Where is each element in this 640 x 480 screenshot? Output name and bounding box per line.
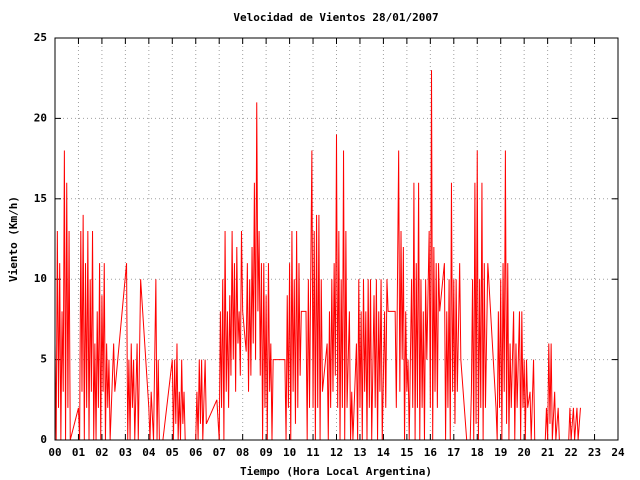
x-tick-label: 10	[283, 446, 296, 459]
x-tick-label: 21	[541, 446, 555, 459]
x-tick-label: 08	[236, 446, 249, 459]
x-tick-label: 22	[564, 446, 577, 459]
x-tick-label: 18	[471, 446, 484, 459]
x-tick-label: 03	[119, 446, 132, 459]
y-tick-label: 15	[34, 192, 47, 205]
x-tick-label: 23	[588, 446, 601, 459]
y-tick-label: 10	[34, 272, 47, 285]
x-tick-label: 20	[518, 446, 531, 459]
x-tick-label: 07	[213, 446, 226, 459]
x-tick-label: 00	[48, 446, 61, 459]
x-tick-label: 11	[306, 446, 320, 459]
x-tick-label: 14	[377, 446, 391, 459]
y-tick-label: 25	[34, 31, 47, 44]
x-tick-label: 16	[424, 446, 438, 459]
x-tick-label: 12	[330, 446, 343, 459]
x-tick-label: 04	[142, 446, 156, 459]
x-tick-label: 24	[611, 446, 625, 459]
chart-title: Velocidad de Vientos 28/01/2007	[233, 11, 438, 24]
x-tick-label: 17	[447, 446, 460, 459]
x-tick-label: 02	[95, 446, 108, 459]
x-tick-label: 09	[260, 446, 273, 459]
wind-line	[54, 70, 581, 441]
plot-border	[54, 37, 619, 441]
y-axis-label: Viento (Km/h)	[7, 196, 20, 282]
x-tick-label: 19	[494, 446, 507, 459]
y-tick-label: 5	[40, 353, 47, 366]
x-tick-label: 15	[400, 446, 413, 459]
x-tick-label: 13	[353, 446, 366, 459]
x-tick-label: 06	[189, 446, 203, 459]
x-axis-label: Tiempo (Hora Local Argentina)	[240, 465, 432, 478]
y-tick-label: 20	[34, 111, 47, 124]
y-tick-label: 0	[40, 433, 47, 446]
x-tick-label: 05	[166, 446, 179, 459]
x-tick-label: 01	[72, 446, 86, 459]
